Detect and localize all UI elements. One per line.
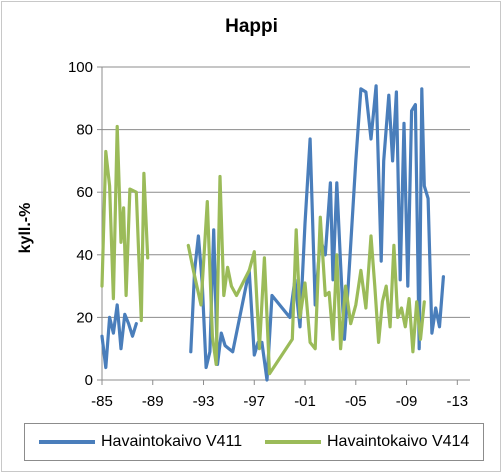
series-1-line-segment-1 bbox=[100, 303, 138, 370]
x-tick-label: -85 bbox=[91, 393, 113, 410]
legend-label-series-1: Havaintokaivo V411 bbox=[101, 433, 243, 450]
chart-title: Happi bbox=[225, 16, 278, 37]
x-tick-label: -09 bbox=[396, 393, 418, 410]
series-2-line-segment-2 bbox=[186, 174, 426, 376]
x-tick-label: -93 bbox=[193, 393, 215, 410]
legend-label-series-2: Havaintokaivo V414 bbox=[327, 433, 470, 450]
y-tick-label: 20 bbox=[76, 309, 93, 326]
y-tick-label: 60 bbox=[76, 184, 93, 201]
series-2-line-segment-1 bbox=[100, 124, 150, 323]
x-tick-label: -89 bbox=[142, 393, 164, 410]
y-tick-label: 40 bbox=[76, 247, 93, 264]
x-tick-label: -97 bbox=[243, 393, 265, 410]
y-tick-label: 80 bbox=[76, 122, 93, 139]
y-tick-label: 0 bbox=[85, 372, 93, 389]
series-1-line-segment-2 bbox=[189, 84, 445, 382]
x-tick-label: -05 bbox=[345, 393, 367, 410]
legend: Havaintokaivo V411 Havaintokaivo V414 bbox=[24, 423, 484, 461]
x-tick-label: -01 bbox=[294, 393, 316, 410]
legend-entry-series-2: Havaintokaivo V414 bbox=[265, 424, 469, 460]
y-tick-label: 100 bbox=[68, 59, 93, 76]
legend-entry-series-1: Havaintokaivo V411 bbox=[39, 424, 242, 460]
legend-swatch-series-2 bbox=[265, 440, 321, 444]
legend-swatch-series-1 bbox=[39, 440, 95, 444]
x-tick-label: -13 bbox=[446, 393, 468, 410]
